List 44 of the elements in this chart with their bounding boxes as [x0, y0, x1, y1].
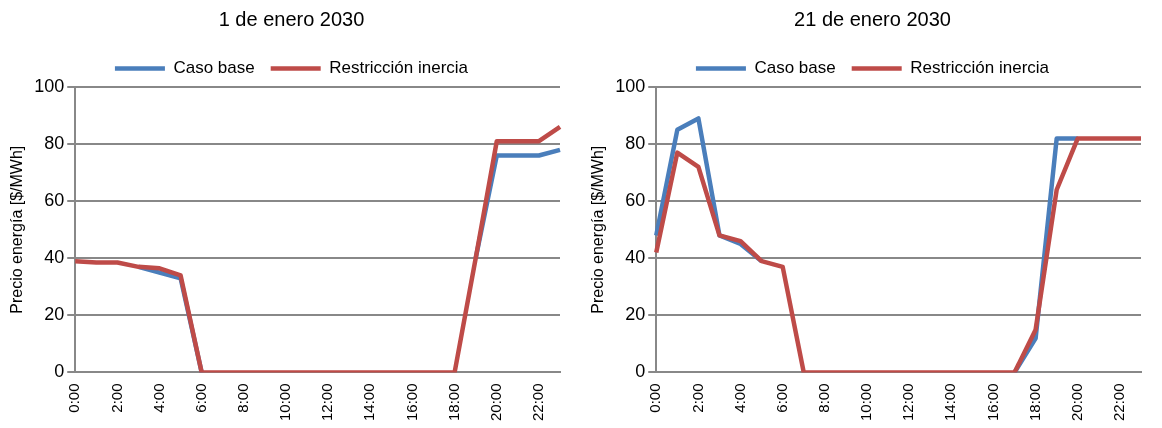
- y-axis-title: Precio energía [$/MWh]: [8, 145, 26, 314]
- x-tick-label: 18:00: [444, 383, 462, 422]
- y-tick-label: 20: [44, 304, 65, 325]
- y-tick-label: 100: [34, 75, 65, 96]
- y-tick-label: 80: [625, 133, 646, 154]
- x-tick-label: 14:00: [941, 383, 959, 422]
- legend-label: Caso base: [173, 58, 255, 78]
- y-tick-label: 40: [44, 247, 65, 268]
- y-tick-label: 60: [44, 190, 65, 211]
- x-tick-label: 16:00: [402, 383, 420, 422]
- x-tick-label: 20:00: [486, 383, 504, 422]
- x-tick-label: 6:00: [772, 383, 790, 413]
- x-tick-label: 16:00: [983, 383, 1001, 422]
- y-axis-title: Precio energía [$/MWh]: [589, 145, 607, 314]
- x-tick-label: 6:00: [191, 383, 209, 413]
- x-tick-label: 14:00: [360, 383, 378, 422]
- legend-label: Restricción inercia: [910, 58, 1050, 78]
- x-tick-label: 0:00: [65, 383, 83, 413]
- legend-label: Restricción inercia: [329, 58, 469, 78]
- x-tick-label: 12:00: [899, 383, 917, 422]
- legend-label: Caso base: [754, 58, 836, 78]
- x-tick-label: 22:00: [529, 383, 547, 422]
- y-tick-label: 80: [44, 133, 65, 154]
- x-tick-label: 2:00: [107, 383, 125, 413]
- y-tick-label: 0: [635, 361, 646, 382]
- x-tick-label: 0:00: [646, 383, 664, 413]
- y-tick-label: 0: [54, 361, 65, 382]
- x-tick-label: 22:00: [1110, 383, 1128, 422]
- x-tick-label: 20:00: [1067, 383, 1085, 422]
- x-tick-label: 18:00: [1025, 383, 1043, 422]
- x-tick-label: 4:00: [149, 383, 167, 413]
- x-tick-label: 12:00: [318, 383, 336, 422]
- x-tick-label: 8:00: [233, 383, 251, 413]
- x-tick-label: 10:00: [276, 383, 294, 422]
- x-tick-label: 4:00: [730, 383, 748, 413]
- chart-title: 1 de enero 2030: [218, 7, 365, 30]
- chart-title: 21 de enero 2030: [794, 7, 951, 30]
- x-tick-label: 8:00: [814, 383, 832, 413]
- y-tick-label: 20: [625, 304, 646, 325]
- y-tick-label: 60: [625, 190, 646, 211]
- y-tick-label: 100: [615, 75, 646, 96]
- y-tick-label: 40: [625, 247, 646, 268]
- x-tick-label: 10:00: [857, 383, 875, 422]
- x-tick-label: 2:00: [688, 383, 706, 413]
